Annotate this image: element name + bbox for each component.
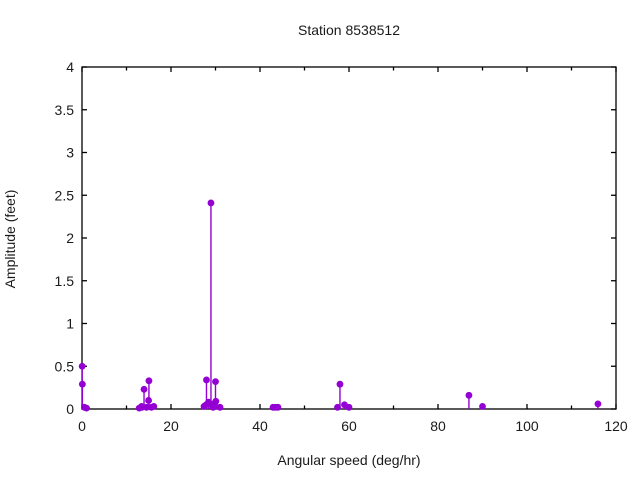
x-tick-label: 40 [252,418,268,434]
y-tick-label: 1.5 [55,273,75,289]
x-tick-label: 80 [430,418,446,434]
y-axis-label: Amplitude (feet) [2,189,18,289]
chart-title: Station 8538512 [298,22,400,38]
y-tick-label: 2.5 [55,187,75,203]
data-point [207,199,215,207]
data-point [140,385,148,393]
data-point [465,391,473,399]
data-point [203,376,210,384]
data-point [334,403,341,411]
y-tick-label: 0 [66,401,74,417]
y-tick-label: 4 [66,59,74,75]
y-tick-label: 0.5 [55,358,75,374]
data-point [216,403,224,411]
axis-border [81,66,617,410]
data-point [78,380,86,388]
data-point [274,403,282,411]
data-point [345,403,353,411]
x-tick-label: 20 [163,418,179,434]
data-point [143,403,150,411]
x-axis-label: Angular speed (deg/hr) [277,452,421,468]
x-tick-label: 0 [78,418,86,434]
y-tick-label: 3 [66,145,74,161]
y-tick-label: 1 [66,316,74,332]
y-tick-label: 2 [66,230,74,246]
data-point [479,403,486,410]
data-point [212,397,220,405]
y-tick-label: 3.5 [55,102,75,118]
data-point [212,378,219,386]
data-point [145,397,152,404]
data-point [145,377,153,385]
x-tick-label: 120 [604,418,628,434]
x-tick-label: 60 [341,418,357,434]
data-point [336,380,344,388]
data-point [83,404,90,412]
data-point [150,403,158,410]
data-point [594,400,602,408]
x-tick-label: 100 [515,418,539,434]
data-point [78,362,86,370]
